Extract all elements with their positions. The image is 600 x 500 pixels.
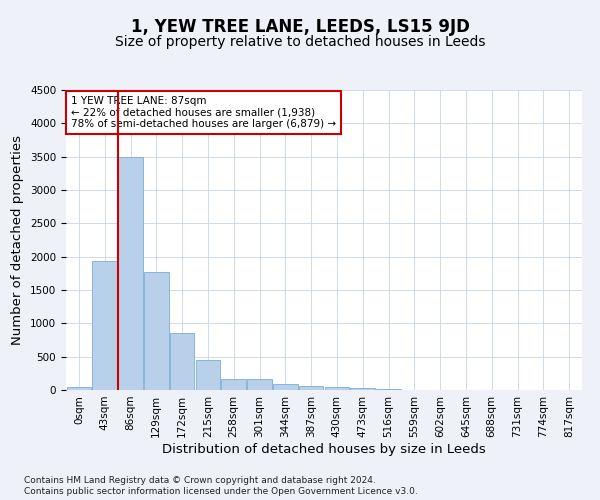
Bar: [170, 332, 194, 390]
Bar: [221, 378, 246, 390]
Bar: [118, 156, 143, 390]
Y-axis label: Number of detached properties: Number of detached properties: [11, 135, 25, 345]
Bar: [144, 272, 169, 390]
Text: 1 YEW TREE LANE: 87sqm
← 22% of detached houses are smaller (1,938)
78% of semi-: 1 YEW TREE LANE: 87sqm ← 22% of detached…: [71, 96, 336, 129]
Bar: [325, 387, 349, 390]
Bar: [92, 262, 117, 390]
Bar: [299, 386, 323, 390]
Bar: [350, 388, 375, 390]
Text: Contains HM Land Registry data © Crown copyright and database right 2024.: Contains HM Land Registry data © Crown c…: [24, 476, 376, 485]
Text: Contains public sector information licensed under the Open Government Licence v3: Contains public sector information licen…: [24, 487, 418, 496]
Bar: [273, 384, 298, 390]
Bar: [247, 379, 272, 390]
Bar: [376, 389, 401, 390]
Text: 1, YEW TREE LANE, LEEDS, LS15 9JD: 1, YEW TREE LANE, LEEDS, LS15 9JD: [131, 18, 469, 36]
Bar: [196, 360, 220, 390]
Bar: [67, 386, 91, 390]
X-axis label: Distribution of detached houses by size in Leeds: Distribution of detached houses by size …: [162, 442, 486, 456]
Text: Size of property relative to detached houses in Leeds: Size of property relative to detached ho…: [115, 35, 485, 49]
